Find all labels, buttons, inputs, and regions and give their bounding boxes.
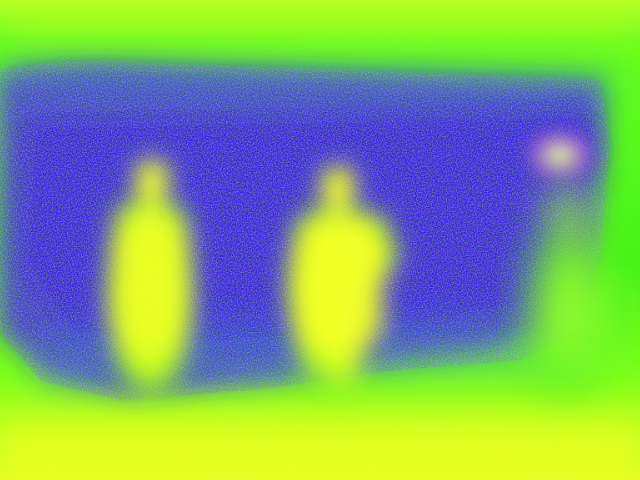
sensor-noise-global [0,0,640,480]
thermal-image [0,0,640,480]
thermal-scene [0,0,640,480]
